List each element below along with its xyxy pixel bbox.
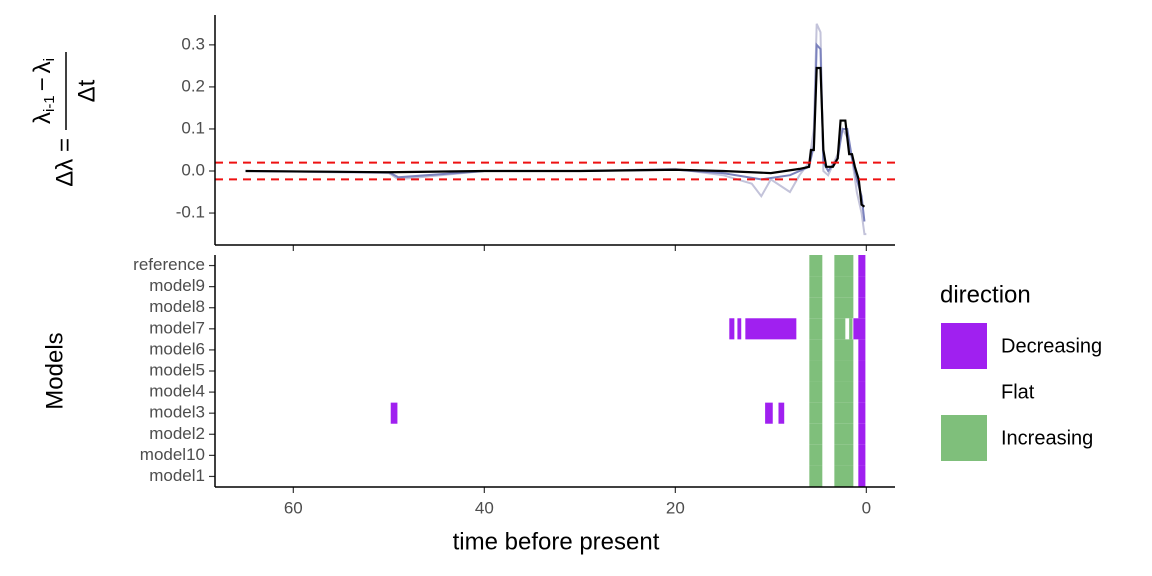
y-tick-label: model5: [149, 360, 205, 379]
tile: [834, 465, 854, 487]
x-tick-label: 0: [862, 498, 871, 517]
x-tick-label: 40: [475, 498, 494, 517]
y-tick-label: 0.2: [181, 76, 205, 95]
y-tick-label: model2: [149, 424, 205, 443]
series-line: [245, 23, 867, 236]
y-tick-label: model10: [140, 445, 205, 464]
tile: [858, 360, 866, 382]
tile: [834, 360, 854, 382]
tile: [834, 444, 854, 466]
y-tick-label: 0.1: [181, 118, 205, 137]
series-line: [245, 42, 866, 222]
y-tick-label: -0.1: [176, 203, 205, 222]
tile: [809, 339, 823, 361]
tile: [809, 360, 823, 382]
subscript: i: [41, 58, 58, 61]
tile: [390, 402, 398, 424]
y-tick-label: model1: [149, 466, 205, 485]
tile: [853, 318, 866, 340]
tile: [729, 318, 735, 340]
tile: [765, 402, 773, 424]
tile: [809, 318, 823, 340]
y-label-numerator: λi-1−λi: [29, 58, 58, 124]
tile: [834, 423, 854, 445]
minus: −: [29, 77, 56, 91]
y-tick-label: model4: [149, 382, 205, 401]
y-label-denominator: Δt: [73, 79, 100, 102]
tile: [834, 255, 854, 277]
tile: [858, 402, 866, 424]
tile: [778, 402, 785, 424]
y-tick-label: model6: [149, 339, 205, 358]
lambda: λ: [29, 112, 56, 124]
tile: [858, 276, 866, 298]
tile: [858, 381, 866, 403]
tile: [809, 381, 823, 403]
x-tick-label: 60: [284, 498, 303, 517]
tile: [809, 402, 823, 424]
y-tick-label: model3: [149, 403, 205, 422]
tile: [858, 339, 866, 361]
legend-key: [941, 323, 987, 369]
tile: [809, 465, 823, 487]
lambda: λ: [29, 61, 56, 73]
y-tick-label: reference: [133, 255, 205, 274]
tile: [858, 465, 866, 487]
tile: [834, 381, 854, 403]
tile: [849, 318, 853, 340]
series-line: [245, 66, 866, 208]
tile: [809, 444, 823, 466]
y-tick-label: 0.3: [181, 34, 205, 53]
tile: [809, 423, 823, 445]
y-tick-label: 0.0: [181, 160, 205, 179]
tile: [834, 297, 854, 319]
y-tick-label: model9: [149, 276, 205, 295]
y-tick-label: model7: [149, 318, 205, 337]
legend-key: [941, 369, 987, 415]
tile: [858, 297, 866, 319]
x-label: time before present: [453, 528, 660, 555]
tile: [858, 423, 866, 445]
tile: [834, 276, 854, 298]
tile: [834, 339, 854, 361]
tile: [858, 444, 866, 466]
legend-title: direction: [940, 281, 1031, 308]
tile: [809, 255, 823, 277]
legend-label: Decreasing: [1001, 335, 1102, 357]
legend-label: Increasing: [1001, 427, 1093, 449]
tile: [834, 402, 854, 424]
tile: [809, 276, 823, 298]
legend-key: [941, 415, 987, 461]
y-label-bottom: Models: [41, 332, 68, 409]
x-tick-label: 20: [666, 498, 685, 517]
tile: [858, 255, 866, 277]
legend-label: Flat: [1001, 381, 1035, 403]
y-label-top: Δλ = λi-1−λi Δt: [29, 52, 100, 187]
tile: [809, 297, 823, 319]
tile: [834, 318, 846, 340]
y-label-lhs: Δλ =: [51, 138, 78, 187]
tile: [745, 318, 797, 340]
subscript: i-1: [41, 95, 58, 112]
y-tick-label: model8: [149, 297, 205, 316]
tile: [737, 318, 742, 340]
